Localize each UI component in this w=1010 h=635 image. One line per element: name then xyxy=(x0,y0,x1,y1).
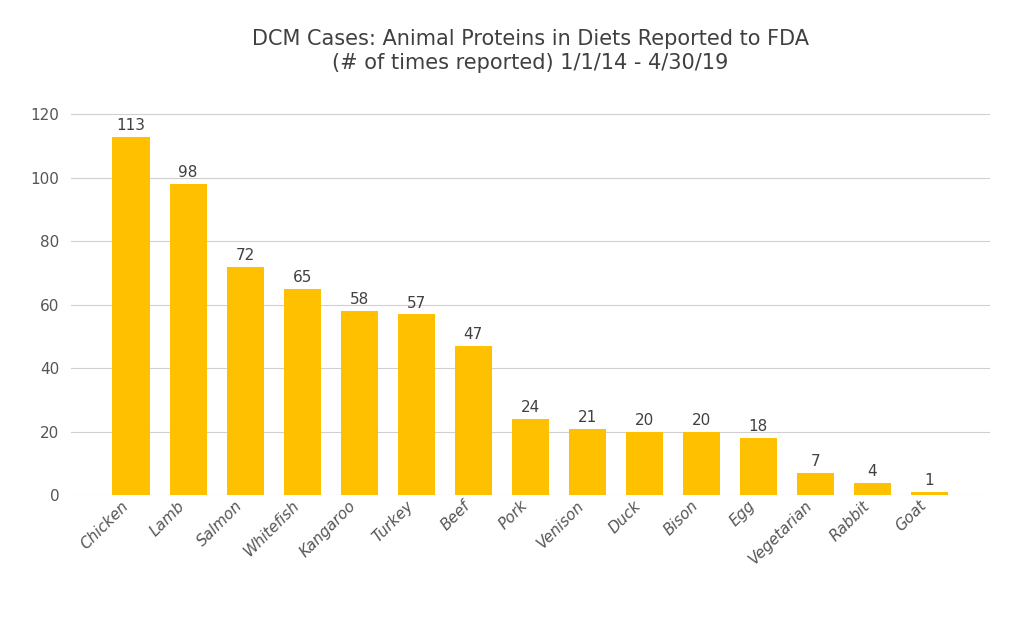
Bar xyxy=(170,184,207,495)
Text: 20: 20 xyxy=(634,413,653,428)
Text: 113: 113 xyxy=(116,117,145,133)
Bar xyxy=(398,314,434,495)
Text: 98: 98 xyxy=(179,165,198,180)
Text: 4: 4 xyxy=(868,464,878,479)
Text: 47: 47 xyxy=(464,327,483,342)
Text: 18: 18 xyxy=(748,419,768,434)
Bar xyxy=(626,432,663,495)
Text: 58: 58 xyxy=(349,292,369,307)
Text: 1: 1 xyxy=(925,473,934,488)
Text: 21: 21 xyxy=(578,410,597,425)
Bar xyxy=(512,419,548,495)
Text: 20: 20 xyxy=(692,413,711,428)
Bar xyxy=(112,137,149,495)
Text: 65: 65 xyxy=(293,270,312,285)
Bar xyxy=(853,483,891,495)
Bar xyxy=(226,267,264,495)
Text: 72: 72 xyxy=(235,248,255,263)
Bar xyxy=(284,289,320,495)
Bar xyxy=(797,473,834,495)
Bar xyxy=(911,492,948,495)
Text: 7: 7 xyxy=(811,454,820,469)
Bar xyxy=(740,438,777,495)
Text: 24: 24 xyxy=(520,400,540,415)
Bar xyxy=(569,429,606,495)
Title: DCM Cases: Animal Proteins in Diets Reported to FDA
(# of times reported) 1/1/14: DCM Cases: Animal Proteins in Diets Repo… xyxy=(251,29,809,72)
Bar xyxy=(683,432,720,495)
Bar xyxy=(340,311,378,495)
Bar xyxy=(454,346,492,495)
Text: 57: 57 xyxy=(407,295,426,311)
